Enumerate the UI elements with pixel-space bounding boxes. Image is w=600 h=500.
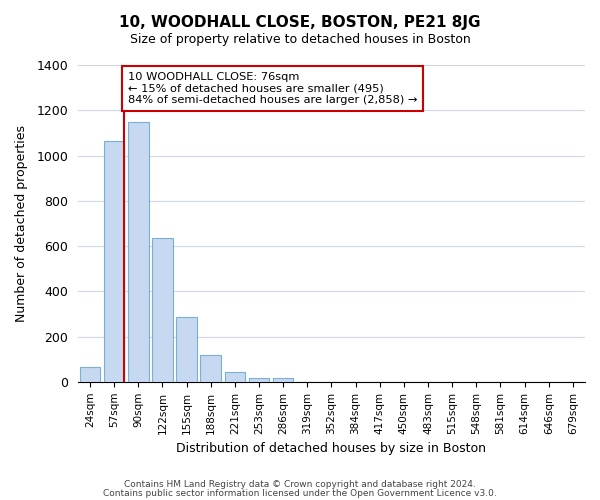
- Bar: [200, 354, 221, 382]
- Bar: [104, 141, 124, 382]
- Text: 10 WOODHALL CLOSE: 76sqm
← 15% of detached houses are smaller (495)
84% of semi-: 10 WOODHALL CLOSE: 76sqm ← 15% of detach…: [128, 72, 418, 105]
- Bar: [80, 367, 100, 382]
- Text: Contains public sector information licensed under the Open Government Licence v3: Contains public sector information licen…: [103, 488, 497, 498]
- X-axis label: Distribution of detached houses by size in Boston: Distribution of detached houses by size …: [176, 442, 487, 455]
- Bar: [273, 378, 293, 382]
- Bar: [224, 372, 245, 382]
- Text: Size of property relative to detached houses in Boston: Size of property relative to detached ho…: [130, 32, 470, 46]
- Bar: [176, 318, 197, 382]
- Bar: [128, 122, 149, 382]
- Text: 10, WOODHALL CLOSE, BOSTON, PE21 8JG: 10, WOODHALL CLOSE, BOSTON, PE21 8JG: [119, 15, 481, 30]
- Bar: [249, 378, 269, 382]
- Y-axis label: Number of detached properties: Number of detached properties: [15, 125, 28, 322]
- Text: Contains HM Land Registry data © Crown copyright and database right 2024.: Contains HM Land Registry data © Crown c…: [124, 480, 476, 489]
- Bar: [152, 238, 173, 382]
